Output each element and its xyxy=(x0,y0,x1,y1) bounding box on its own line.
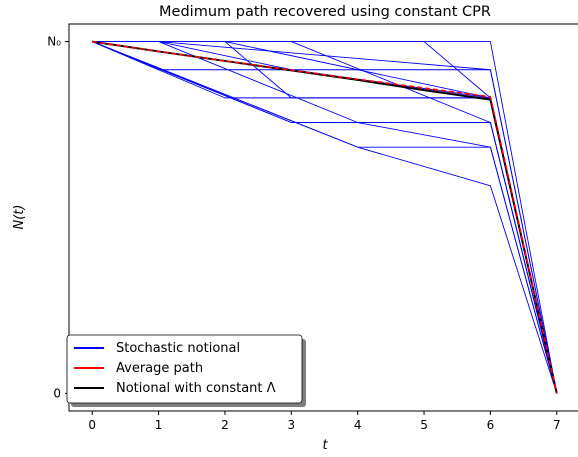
x-tick-label: 1 xyxy=(155,418,163,432)
legend-label-stochastic: Stochastic notional xyxy=(116,341,240,356)
plot-frame xyxy=(68,23,578,412)
y-tick-label: 0 xyxy=(53,386,61,400)
y-tick-label: N₀ xyxy=(47,35,61,49)
legend-label-constant: Notional with constant Λ xyxy=(116,381,276,396)
x-tick-label: 2 xyxy=(221,418,229,432)
average-path xyxy=(92,40,558,394)
legend-box xyxy=(66,334,303,404)
x-tick-label: 6 xyxy=(487,418,495,432)
plot-data xyxy=(92,40,558,394)
x-tick-label: 5 xyxy=(420,418,428,432)
x-tick-label: 0 xyxy=(88,418,96,432)
x-tick-label: 3 xyxy=(287,418,295,432)
x-tick-label: 4 xyxy=(354,418,362,432)
legend: Stochastic notional Average path Notiona… xyxy=(66,334,306,407)
x-axis: 0 1 2 3 4 5 6 7 xyxy=(88,411,561,432)
x-axis-label: t xyxy=(322,438,328,453)
y-axis-label: N(t) xyxy=(12,205,27,230)
x-tick-label: 7 xyxy=(553,418,561,432)
chart-title: Medimum path recovered using constant CP… xyxy=(159,4,491,20)
stochastic-path-13 xyxy=(92,41,558,394)
legend-label-average: Average path xyxy=(116,361,203,376)
y-axis: 0 N₀ xyxy=(47,35,69,400)
